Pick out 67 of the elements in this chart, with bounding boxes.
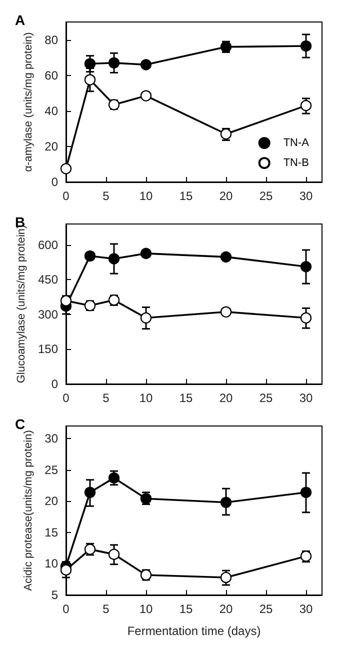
x-tick-label: 25	[259, 391, 273, 405]
x-tick-label: 10	[139, 189, 153, 203]
legend-label: TN-B	[283, 157, 310, 169]
point	[300, 312, 312, 324]
point	[300, 486, 312, 498]
x-tick-label: 0	[62, 602, 70, 616]
y-tick-label: 150	[38, 342, 58, 356]
point	[300, 261, 312, 272]
x-tick-label: 5	[102, 391, 110, 405]
x-tick-label: 0	[62, 189, 70, 203]
y-tick-label: 300	[38, 307, 58, 322]
y-axis-title: α-amylase (units/mg protein)	[22, 32, 34, 172]
x-axis-title: Fermentation time (days)	[127, 624, 261, 638]
x-tick-label: 30	[299, 189, 313, 203]
x-tick-label: 25	[259, 189, 273, 203]
point	[140, 59, 152, 70]
y-tick-label: 20	[44, 494, 58, 508]
point	[220, 496, 232, 508]
point	[140, 248, 152, 260]
chart-title: A	[15, 12, 26, 28]
point	[60, 564, 72, 576]
x-tick-label: 15	[179, 189, 193, 203]
x-tick-label: 5	[102, 602, 110, 616]
point	[84, 250, 96, 262]
x-tick-label: 30	[299, 391, 313, 405]
y-tick-label: 25	[44, 462, 58, 477]
point	[220, 572, 232, 584]
point	[108, 57, 120, 68]
point	[84, 486, 96, 498]
y-tick-label: 40	[44, 104, 58, 118]
y-tick-label: 5	[51, 588, 58, 602]
x-tick-label: 25	[259, 602, 273, 616]
y-tick-label: 0	[51, 175, 58, 189]
point	[140, 312, 152, 324]
point	[300, 40, 312, 52]
point	[60, 163, 72, 174]
point	[220, 306, 232, 318]
point	[220, 251, 232, 263]
x-tick-label: 15	[179, 602, 193, 616]
x-tick-label: 20	[219, 189, 233, 203]
point	[108, 548, 120, 560]
y-tick-label: 10	[44, 556, 58, 571]
y-tick-label: 0	[51, 377, 58, 391]
y-tick-label: 600	[38, 238, 58, 252]
x-tick-label: 30	[299, 602, 313, 616]
x-tick-label: 20	[219, 602, 233, 616]
y-tick-label: 30	[44, 432, 58, 446]
x-tick-label: 5	[102, 189, 110, 203]
x-tick-label: 10	[139, 602, 153, 616]
y-tick-label: 15	[44, 525, 58, 540]
chart-title: C	[15, 416, 26, 432]
y-tick-label: 60	[44, 68, 58, 82]
x-tick-label: 15	[179, 391, 193, 405]
y-tick-label: 450	[38, 272, 58, 287]
point	[300, 100, 312, 112]
x-tick-label: 20	[219, 391, 233, 405]
y-axis-title: Acidic protease(units/mg protein)	[22, 430, 34, 591]
point	[140, 90, 152, 102]
point	[84, 58, 96, 70]
legend-label: TN-A	[283, 137, 310, 149]
x-tick-label: 0	[62, 391, 70, 405]
y-tick-label: 20	[44, 139, 58, 154]
x-tick-label: 10	[139, 391, 153, 405]
point	[108, 253, 120, 264]
y-tick-label: 80	[44, 32, 58, 47]
point	[60, 295, 72, 306]
point	[84, 74, 96, 86]
